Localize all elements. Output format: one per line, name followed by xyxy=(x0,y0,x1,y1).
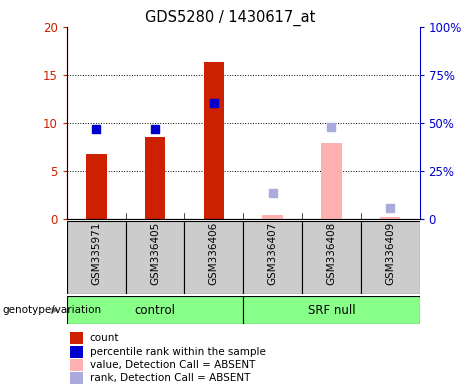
Text: GSM336408: GSM336408 xyxy=(326,222,337,285)
Bar xyxy=(243,221,302,294)
Bar xyxy=(125,221,184,294)
Bar xyxy=(86,154,106,219)
Text: GSM336406: GSM336406 xyxy=(209,222,219,285)
Bar xyxy=(71,359,83,371)
Bar xyxy=(203,62,224,219)
Text: SRF null: SRF null xyxy=(307,304,355,316)
Text: control: control xyxy=(135,304,176,316)
Point xyxy=(269,190,276,196)
Text: GDS5280 / 1430617_at: GDS5280 / 1430617_at xyxy=(145,10,316,26)
Bar xyxy=(67,221,125,294)
Bar xyxy=(361,221,420,294)
Bar xyxy=(380,217,401,219)
Text: GSM336405: GSM336405 xyxy=(150,222,160,285)
Text: count: count xyxy=(90,333,119,343)
Point xyxy=(93,126,100,132)
Bar xyxy=(184,221,243,294)
Bar xyxy=(71,346,83,358)
Bar xyxy=(302,221,361,294)
Bar xyxy=(243,296,420,324)
Text: genotype/variation: genotype/variation xyxy=(2,305,101,315)
Text: GSM336407: GSM336407 xyxy=(267,222,278,285)
Bar xyxy=(321,143,342,219)
Point xyxy=(210,99,218,106)
Point xyxy=(386,205,394,211)
Text: rank, Detection Call = ABSENT: rank, Detection Call = ABSENT xyxy=(90,373,250,384)
Text: percentile rank within the sample: percentile rank within the sample xyxy=(90,347,266,357)
Text: value, Detection Call = ABSENT: value, Detection Call = ABSENT xyxy=(90,360,255,370)
Bar xyxy=(71,332,83,344)
Point xyxy=(151,126,159,132)
Text: GSM335971: GSM335971 xyxy=(91,222,101,285)
Bar xyxy=(145,137,165,219)
Point xyxy=(328,124,335,130)
Bar xyxy=(71,372,83,384)
Bar xyxy=(262,215,283,219)
Bar xyxy=(67,296,243,324)
Text: GSM336409: GSM336409 xyxy=(385,222,395,285)
